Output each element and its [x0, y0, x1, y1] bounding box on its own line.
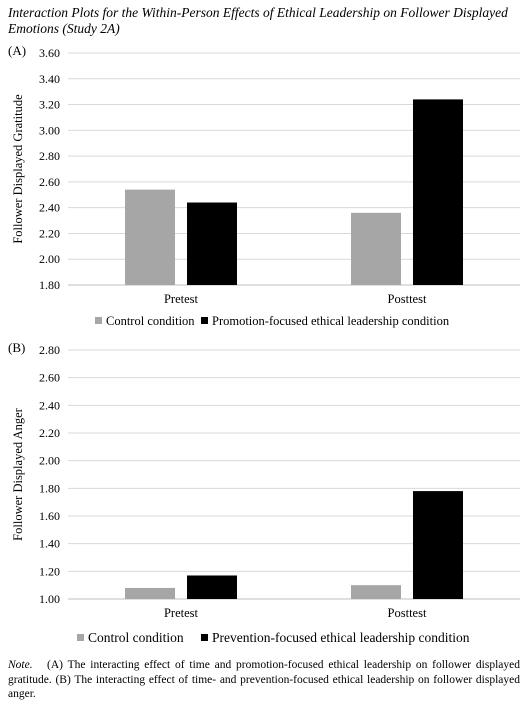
- y-tick-label: 3.40: [39, 72, 60, 86]
- y-tick-label: 3.60: [39, 46, 60, 60]
- note-label: Note.: [8, 659, 33, 671]
- y-tick-label: 2.00: [39, 454, 60, 468]
- y-axis-label: Follower Displayed Gratitude: [11, 94, 25, 244]
- bar-treatment-pretest: [187, 202, 237, 285]
- legend-entry: Control condition: [88, 630, 184, 645]
- y-tick-label: 2.00: [39, 252, 60, 266]
- bar-control-posttest: [351, 585, 401, 599]
- x-category-label: Pretest: [164, 606, 199, 620]
- y-tick-label: 3.20: [39, 98, 60, 112]
- bar-treatment-posttest: [413, 99, 463, 286]
- y-tick-label: 3.00: [39, 123, 60, 137]
- x-category-label: Posttest: [388, 292, 427, 306]
- y-tick-label: 2.20: [39, 226, 60, 240]
- figure-title: Interaction Plots for the Within-Person …: [8, 5, 508, 36]
- legend-swatch: [95, 317, 102, 324]
- y-tick-label: 2.60: [39, 175, 60, 189]
- y-axis-label: Follower Displayed Anger: [11, 407, 25, 540]
- figure-note: Note. (A) The interacting effect of time…: [8, 658, 520, 702]
- y-tick-label: 1.40: [39, 537, 60, 551]
- y-tick-label: 1.20: [39, 564, 60, 578]
- y-tick-label: 1.60: [39, 509, 60, 523]
- bar-treatment-posttest: [413, 491, 463, 599]
- bar-control-posttest: [351, 212, 401, 285]
- y-tick-label: 2.60: [39, 371, 60, 385]
- note-text: (A) The interacting effect of time and p…: [8, 659, 521, 700]
- y-tick-label: 1.80: [39, 278, 60, 292]
- y-tick-label: 2.40: [39, 398, 60, 412]
- y-tick-label: 2.80: [39, 343, 60, 357]
- x-category-label: Pretest: [164, 292, 199, 306]
- x-category-label: Posttest: [388, 606, 427, 620]
- chart-panel-b: (B) 1.00 1.20 1.40 1.60 1.80 2.00 2.20 2.40 2.60…: [0, 340, 530, 652]
- legend-swatch: [77, 634, 84, 641]
- panel-label: (A): [8, 43, 27, 58]
- bar-control-pretest: [125, 189, 175, 285]
- bar-control-pretest: [125, 587, 175, 599]
- y-tick-label: 2.80: [39, 149, 60, 163]
- legend-swatch: [201, 634, 208, 641]
- chart-a: 1.80 2.00 2.20 2.40 2.60 2.80 3.00 3.20 3.40 3.60…: [11, 46, 520, 328]
- legend-entry: Control condition: [106, 314, 195, 328]
- panel-label: (B): [8, 340, 26, 355]
- y-tick-label: 1.00: [39, 592, 60, 606]
- bar-treatment-pretest: [187, 575, 237, 599]
- chart-panel-a: (A) 1.80 2.00 2.20 2.40 2.60 2.80 3.00 3.20 3.40…: [0, 43, 530, 338]
- y-tick-label: 2.20: [39, 426, 60, 440]
- legend-entry: Promotion-focused ethical leadership con…: [212, 314, 450, 328]
- chart-b: 1.00 1.20 1.40 1.60 1.80 2.00 2.20 2.40 2.60 2.80…: [11, 343, 520, 645]
- legend-swatch: [201, 317, 208, 324]
- legend-entry: Prevention-focused ethical leadership co…: [212, 630, 470, 645]
- y-tick-label: 2.40: [39, 201, 60, 215]
- y-tick-label: 1.80: [39, 481, 60, 495]
